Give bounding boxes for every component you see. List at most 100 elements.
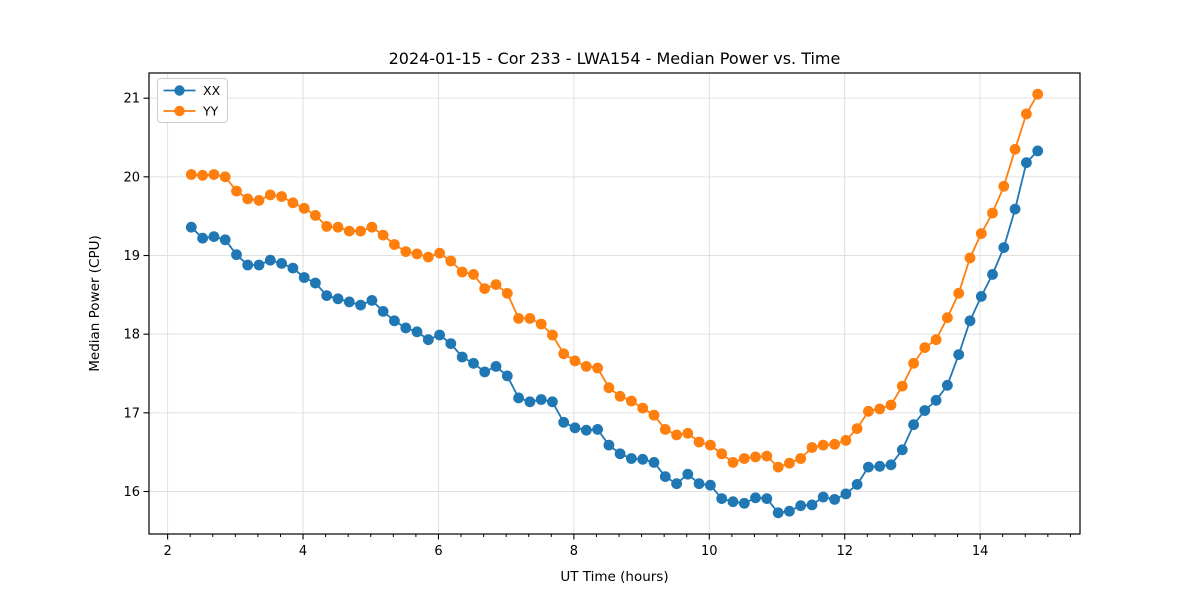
series-XX-marker xyxy=(614,448,626,460)
series-XX-marker xyxy=(784,505,795,517)
series-XX-marker xyxy=(930,394,942,406)
series-XX-marker xyxy=(569,422,581,434)
series-YY-marker xyxy=(490,279,502,290)
series-XX-marker xyxy=(626,453,637,464)
series-XX-marker xyxy=(851,479,863,490)
series-YY-marker xyxy=(693,436,705,448)
series-XX-marker xyxy=(264,254,276,266)
series-YY-marker xyxy=(580,361,592,372)
series-XX-marker xyxy=(558,416,570,428)
series-YY-marker xyxy=(784,457,795,469)
y-tick-label: 16 xyxy=(123,485,140,500)
legend: XX YY xyxy=(157,78,228,123)
series-YY-marker xyxy=(287,197,299,209)
x-axis-label: UT Time (hours) xyxy=(560,569,668,585)
series-XX-marker xyxy=(434,329,445,341)
gridlines xyxy=(149,73,1080,534)
series-XX-marker xyxy=(716,493,728,504)
legend-label: XX xyxy=(203,83,221,98)
series-XX-marker xyxy=(874,460,886,472)
series-YY-marker xyxy=(975,228,987,239)
series-XX-marker xyxy=(840,488,852,500)
series-YY-marker xyxy=(614,390,626,402)
y-tick-label: 20 xyxy=(123,170,140,185)
series-YY-marker xyxy=(513,313,524,324)
series-YY-marker xyxy=(400,246,412,257)
series-XX-marker xyxy=(501,370,513,382)
series-YY-marker xyxy=(231,185,242,197)
series-XX-marker xyxy=(953,349,965,360)
series-YY-marker xyxy=(468,269,479,280)
series-XX-marker xyxy=(998,242,1010,254)
series-XX-marker xyxy=(400,322,412,334)
series-YY-marker xyxy=(422,251,434,263)
series-XX-marker xyxy=(919,405,931,416)
series-XX-marker xyxy=(208,231,220,243)
series-XX-marker xyxy=(253,259,265,271)
series-XX-marker xyxy=(366,295,378,306)
series-YY-marker xyxy=(411,248,423,260)
x-tick-label: 8 xyxy=(570,544,578,559)
series-YY-marker xyxy=(332,221,344,233)
series-YY-marker xyxy=(535,318,547,330)
series-XX-marker xyxy=(964,315,976,327)
series-XX-marker xyxy=(547,396,558,408)
series-XX-marker xyxy=(987,269,998,280)
series-YY-marker xyxy=(253,195,265,206)
series-YY-marker xyxy=(874,403,886,415)
series-YY-marker xyxy=(806,442,818,453)
x-tick-label: 10 xyxy=(701,544,718,559)
series-XX-marker xyxy=(975,291,987,302)
series-YY-marker xyxy=(197,169,209,181)
legend-marker-sample xyxy=(174,105,185,117)
legend-label: YY xyxy=(202,104,219,119)
series-XX-marker xyxy=(242,259,254,271)
series-YY-marker xyxy=(1021,108,1032,120)
series-YY-marker xyxy=(659,424,671,435)
series-YY-line xyxy=(191,93,1039,469)
series-YY-marker xyxy=(705,439,716,451)
series-YY-marker xyxy=(637,402,649,414)
series-XX-marker xyxy=(761,493,773,504)
series-XX-marker xyxy=(637,453,649,465)
series-YY-marker xyxy=(648,409,660,421)
series-YY-marker xyxy=(343,225,355,237)
series-YY-marker xyxy=(964,252,976,264)
series-YY-marker xyxy=(795,453,807,464)
legend-marker-sample xyxy=(174,85,185,96)
series-XX-marker xyxy=(185,221,197,233)
axes: 2 4 6 8 10 12 14 16 17 18 19 20 21 xyxy=(123,72,1081,559)
series-XX-marker xyxy=(468,357,479,369)
series-YY-marker xyxy=(987,207,998,219)
series-XX-marker xyxy=(445,338,457,349)
series-YY-marker xyxy=(817,439,829,451)
series-XX-marker xyxy=(829,494,840,505)
series-XX-marker xyxy=(659,471,671,482)
plot-border xyxy=(148,72,1081,535)
series-XX-marker xyxy=(580,424,592,436)
series-XX-marker xyxy=(377,306,389,317)
series-XX-marker xyxy=(603,439,615,451)
x-tick-label: 4 xyxy=(299,544,307,559)
series-YY-marker xyxy=(930,334,942,346)
series-YY-marker xyxy=(264,189,276,201)
x-tick-label: 14 xyxy=(972,544,989,559)
series-YY-marker xyxy=(603,382,615,394)
series-YY-marker xyxy=(276,191,287,202)
legend-item-YY: YY xyxy=(163,104,219,119)
series-XX-marker xyxy=(1009,203,1021,215)
series-YY-marker xyxy=(547,329,558,341)
series-YY-marker xyxy=(434,247,445,259)
series-XX-marker xyxy=(682,468,694,480)
series-XX-marker xyxy=(671,478,682,490)
series-XX-marker xyxy=(750,492,761,504)
series-YY-marker xyxy=(772,461,784,473)
series-XX xyxy=(185,145,1044,519)
x-tick-label: 2 xyxy=(163,544,171,559)
series-XX-marker xyxy=(896,444,908,456)
series-XX-marker xyxy=(806,499,818,511)
series-XX-marker xyxy=(817,491,829,503)
series-XX-marker xyxy=(219,234,231,246)
series-YY-marker xyxy=(479,283,491,294)
y-tick-label: 18 xyxy=(123,328,140,343)
